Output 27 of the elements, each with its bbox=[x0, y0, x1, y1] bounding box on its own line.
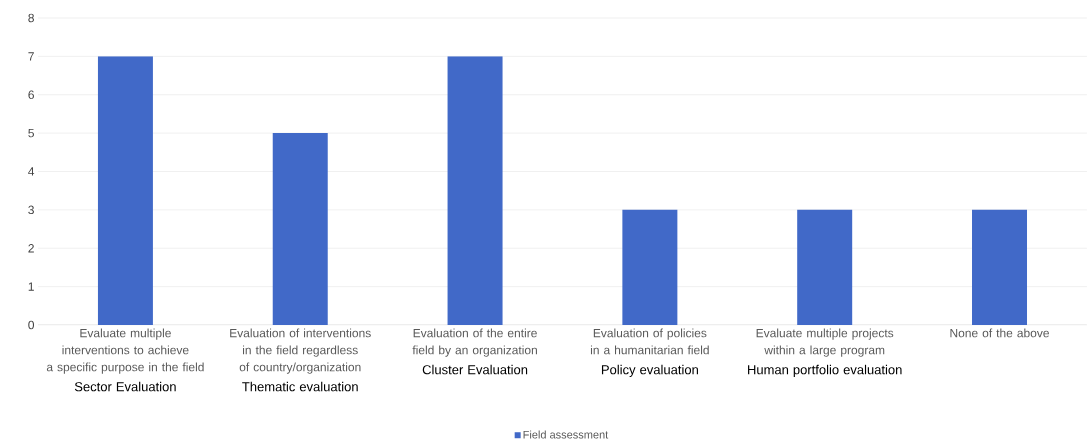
y-tick-label: 6 bbox=[28, 90, 34, 99]
text: Thematic evaluation bbox=[242, 381, 358, 392]
y-tick-label: 8 bbox=[28, 13, 34, 23]
text: Cluster Evaluation bbox=[422, 364, 528, 375]
bar bbox=[797, 209, 853, 325]
bar bbox=[622, 209, 678, 325]
bar bbox=[97, 56, 153, 325]
x-tick-label: Evaluation of interventions in the field regardless of country/organization bbox=[230, 328, 371, 374]
x-tick-label: Evaluation of the entire field by an organization bbox=[412, 328, 537, 357]
y-tick-label: 5 bbox=[28, 128, 34, 138]
y-tick-label: 1 bbox=[28, 282, 34, 291]
y-tick-label: 7 bbox=[28, 52, 34, 61]
y-tick-label: 0 bbox=[28, 320, 35, 330]
x-tick-label: Evaluate multiple projects within a large program bbox=[756, 328, 894, 357]
x-tick-label: Evaluation of policies in a humanitarian field bbox=[590, 328, 709, 355]
legend-label: Field assessment bbox=[523, 430, 609, 439]
text: Human portfolio evaluation bbox=[748, 364, 902, 377]
text: Sector Evaluation bbox=[74, 381, 176, 392]
bar bbox=[272, 133, 328, 325]
bar bbox=[972, 209, 1028, 325]
y-tick-label: 4 bbox=[28, 167, 35, 176]
x-tick-label: Evaluate multiple interventions to achieve a specific purpose in the field bbox=[46, 328, 204, 374]
y-tick-label: 2 bbox=[28, 244, 34, 253]
y-tick-label: 3 bbox=[28, 205, 34, 215]
bar bbox=[447, 56, 503, 325]
text: Policy evaluation bbox=[601, 364, 698, 377]
x-tick-label: None of the above bbox=[950, 328, 1049, 338]
